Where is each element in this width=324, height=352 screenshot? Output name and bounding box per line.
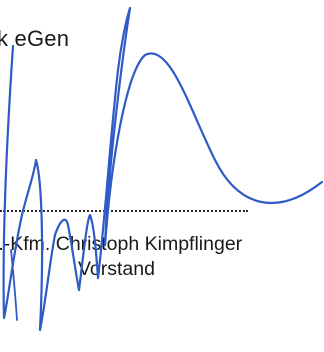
signer-name: l.-Kfm. Christoph Kimpflinger	[0, 233, 243, 255]
signature-dotted-line	[0, 210, 248, 218]
signature-flourish	[10, 249, 18, 321]
signature-stroke	[2, 6, 324, 332]
signer-role: Vorstand	[78, 258, 155, 280]
organization-name-fragment: k eGen	[0, 26, 70, 51]
